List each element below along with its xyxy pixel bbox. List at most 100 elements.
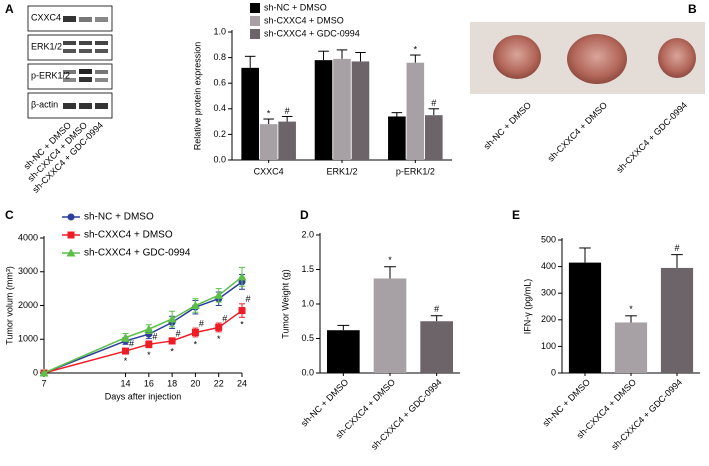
- y-axis-label: Tumor Weight (g): [280, 269, 290, 339]
- significance-label: *: [147, 350, 151, 360]
- significance-label: #: [285, 106, 290, 116]
- legend-label: sh-NC + DMSO: [264, 2, 327, 12]
- y-tick-label: 3000: [18, 266, 38, 276]
- panel-label: B: [688, 2, 697, 16]
- y-tick-label: 0: [551, 367, 556, 377]
- y-axis-label: Relative protein expression: [192, 42, 202, 151]
- y-tick-label: 2.0: [301, 229, 314, 239]
- panel-label: C: [5, 208, 14, 222]
- x-tick-label: sh-NC + DMSO: [299, 377, 350, 428]
- marker: [66, 248, 76, 257]
- y-tick-label: 300: [541, 288, 556, 298]
- x-tick-label: p-ERK1/2: [396, 166, 435, 176]
- bar: [614, 322, 648, 373]
- y-tick-label: 1.0: [301, 298, 314, 308]
- marker: [144, 324, 154, 333]
- row-label: ERK1/2: [31, 41, 62, 51]
- bar: [327, 330, 360, 373]
- y-tick-label: 1000: [18, 334, 38, 344]
- lane-label: sh-NC + DMSO: [482, 100, 533, 151]
- marker: [67, 213, 75, 221]
- blot-row: CXXC4: [27, 5, 113, 32]
- marker: [67, 231, 75, 239]
- legend-label: sh-NC + DMSO: [84, 212, 154, 223]
- panel-label: E: [512, 208, 520, 222]
- marker: [214, 290, 224, 299]
- bar: [278, 121, 296, 160]
- significance-label: #: [245, 294, 250, 304]
- y-tick-label: 200: [541, 314, 556, 324]
- row-label: CXXC4: [31, 12, 61, 22]
- y-tick-label: 0: [33, 367, 38, 377]
- y-tick-label: 0.8: [213, 52, 226, 62]
- significance-label: #: [674, 243, 679, 253]
- significance-label: #: [152, 331, 157, 341]
- marker: [168, 337, 176, 345]
- bar: [420, 321, 453, 373]
- tumor-photo: sh-NC + DMSO sh-CXXC4 + DMSO sh-CXXC4 + …: [470, 22, 705, 175]
- marker: [122, 347, 130, 355]
- bar: [660, 267, 694, 373]
- panel-label: A: [5, 2, 14, 16]
- marker: [238, 307, 246, 315]
- marker: [237, 272, 247, 281]
- significance-label: *: [194, 339, 198, 349]
- y-tick-label: 0.0: [301, 367, 314, 377]
- x-tick-label: 18: [167, 378, 177, 388]
- significance-label: *: [414, 44, 418, 54]
- y-tick-label: 0.6: [213, 78, 226, 88]
- significance-label: #: [222, 313, 227, 323]
- legend-label: sh-CXXC4 + DMSO: [84, 230, 173, 241]
- y-tick-label: 2000: [18, 300, 38, 310]
- series-line: [43, 276, 243, 374]
- y-tick-label: 1.5: [301, 264, 314, 274]
- blot-row: p-ERK1/2: [27, 63, 113, 90]
- row-label: p-ERK1/2: [31, 70, 70, 80]
- marker: [145, 340, 153, 348]
- marker: [39, 368, 49, 377]
- legend-label: sh-CXXC4 + GDC-0994: [84, 248, 191, 259]
- bar: [259, 124, 278, 160]
- y-tick-label: 0.2: [213, 129, 226, 139]
- bar: [388, 116, 406, 160]
- y-axis-label: Tumor volum (mm³): [4, 266, 14, 345]
- x-tick-label: 14: [121, 378, 131, 388]
- marker: [190, 301, 200, 309]
- significance-label: *: [267, 108, 271, 118]
- bar: [314, 60, 333, 160]
- lane-label: sh-CXXC4 + GDC-0994: [614, 100, 689, 175]
- x-tick-label: ERK1/2: [326, 166, 357, 176]
- significance-label: #: [431, 98, 436, 108]
- y-tick-label: 0.5: [301, 333, 314, 343]
- significance-label: *: [388, 255, 392, 265]
- significance-label: #: [199, 318, 204, 328]
- y-tick-label: 400: [541, 261, 556, 271]
- bar: [333, 58, 351, 160]
- bar: [241, 67, 259, 160]
- legend-swatch: [250, 29, 260, 39]
- significance-label: *: [124, 356, 128, 366]
- y-axis-label: IFN-γ (pg/mL): [522, 279, 532, 335]
- x-tick-label: 16: [144, 378, 154, 388]
- y-tick-label: 0.4: [213, 103, 226, 113]
- legend-label: sh-CXXC4 + GDC-0994: [264, 28, 360, 38]
- significance-label: #: [434, 304, 439, 314]
- y-tick-label: 500: [541, 234, 556, 244]
- significance-label: #: [176, 328, 181, 338]
- legend-swatch: [250, 3, 260, 13]
- x-tick-label: sh-NC + DMSO: [541, 377, 592, 428]
- marker: [191, 329, 199, 336]
- significance-label: *: [240, 320, 244, 330]
- x-tick-label: CXXC4: [254, 166, 284, 176]
- legend-swatch: [250, 16, 260, 26]
- series-line: [43, 309, 243, 374]
- y-tick-label: 4000: [18, 232, 38, 242]
- significance-label: *: [629, 304, 633, 314]
- bar: [425, 115, 443, 160]
- significance-label: #: [129, 339, 134, 349]
- x-tick-label: 22: [214, 378, 224, 388]
- bar: [568, 262, 602, 373]
- western-blot: CXXC4 ERK1/2 p-ERK1/2 β-actin sh-NC + DM…: [22, 5, 113, 195]
- blot-row: ERK1/2: [27, 34, 113, 61]
